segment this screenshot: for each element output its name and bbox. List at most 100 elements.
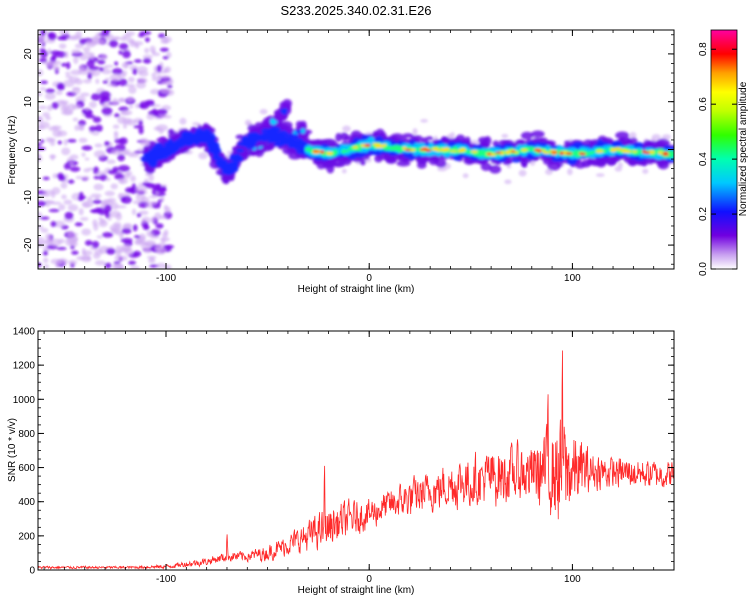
spectrogram-cell — [65, 71, 71, 76]
spectrogram-cell — [114, 113, 120, 118]
spectrogram-cell — [106, 83, 117, 87]
spectrogram-cell — [79, 64, 84, 71]
spectrogram-cell — [88, 66, 100, 71]
spectrogram-cell — [84, 107, 90, 112]
spectrogram-cell — [221, 170, 231, 175]
spectrogram-cell — [92, 199, 103, 204]
spectrogram-cell — [132, 224, 138, 232]
spectrogram-cell — [531, 130, 545, 138]
spectrogram-cell — [63, 139, 68, 146]
spectrogram-cell — [559, 151, 564, 155]
spectrogram-cell — [475, 149, 483, 155]
spectrogram-cell — [48, 208, 60, 213]
spectrogram-cell — [567, 168, 573, 176]
spectrogram-cell — [38, 142, 42, 147]
spectrogram-cell — [156, 262, 167, 269]
spectrogram-cell — [102, 80, 109, 84]
spectrogram-cell — [84, 157, 90, 161]
spectrogram-cell — [94, 143, 103, 148]
spectrogram-cell — [128, 151, 134, 158]
spectrogram-cell — [107, 197, 116, 203]
spectrogram-cell — [115, 266, 122, 269]
spectrogram-cell — [144, 37, 150, 43]
spectrogram-cell — [105, 177, 111, 182]
spectrogram-cell — [89, 68, 101, 77]
spectrogram-cell — [60, 182, 68, 189]
spectrogram-cell — [79, 54, 89, 61]
spectrogram-cell — [141, 196, 150, 203]
spectrogram-cell — [51, 102, 59, 110]
snr-y-tick-label: 600 — [18, 463, 35, 474]
spectrogram-cell — [595, 149, 604, 153]
spectrogram-cell — [550, 151, 558, 154]
spectrogram-cell — [391, 145, 397, 150]
snr-x-tick-label: -100 — [156, 574, 176, 585]
spectrogram-cell — [436, 152, 442, 157]
spectrogram-cell — [72, 117, 79, 122]
spectrogram-cell — [82, 202, 91, 208]
spectrogram-y-tick-label: -10 — [23, 190, 34, 205]
spectrogram-cell — [168, 128, 175, 135]
spectrogram-cell — [155, 246, 167, 255]
spectrogram-cell — [128, 260, 137, 265]
spectrogram-cell — [143, 152, 151, 157]
spectrogram-cell — [332, 163, 346, 168]
spectrogram-cell — [71, 87, 81, 91]
spectrogram-cell — [518, 169, 527, 177]
spectrogram-cell — [135, 185, 148, 193]
spectrogram-cell — [123, 172, 131, 179]
spectrogram-cell — [614, 147, 622, 151]
spectrogram-cell — [95, 124, 103, 132]
spectrogram-cell — [150, 88, 161, 95]
spectrogram-cell — [359, 159, 366, 166]
spectrogram-cell — [262, 145, 273, 152]
spectrogram-cell — [52, 173, 59, 179]
spectrogram-cell — [384, 146, 392, 150]
spectrogram-cell — [112, 166, 119, 172]
spectrogram-x-tick-label: 0 — [366, 273, 372, 284]
spectrogram-cell — [131, 208, 137, 216]
spectrogram-cell — [121, 62, 130, 69]
spectrogram-cell — [104, 190, 115, 197]
spectrogram-cell — [115, 249, 122, 257]
spectrogram-cell — [60, 62, 68, 67]
spectrogram-cell — [78, 197, 84, 202]
spectrogram-cell — [99, 67, 104, 72]
spectrogram-cell — [118, 43, 129, 50]
spectrogram-cell — [113, 36, 122, 41]
colorbar: 0.0 0.2 0.4 0.6 0.8 Normalized spectral ampl… — [698, 29, 749, 276]
spectrogram-cell — [67, 138, 77, 143]
spectrogram-cell — [275, 140, 287, 146]
spectrogram-cell — [162, 55, 169, 60]
spectrogram-cell — [87, 51, 93, 59]
colorbar-tick-label: 0.6 — [698, 97, 709, 111]
spectrogram-cell — [269, 118, 276, 125]
spectrogram-cell — [661, 134, 671, 140]
spectrogram-cell — [49, 50, 62, 55]
spectrogram-cell — [68, 161, 74, 165]
spectrogram-cell — [106, 159, 116, 164]
snr-y-tick-label: 800 — [18, 429, 35, 440]
spectrogram-cell — [94, 260, 106, 266]
spectrogram-cell — [39, 48, 46, 52]
spectrogram-cell — [179, 117, 187, 125]
spectrogram-cell — [134, 103, 140, 109]
spectrogram-cell — [156, 64, 162, 73]
spectrogram-cell — [43, 250, 48, 256]
spectrogram-cell — [38, 262, 42, 268]
spectrogram-cell — [357, 140, 367, 145]
snr-y-tick-label: 200 — [18, 531, 35, 542]
spectrogram-cell — [144, 222, 149, 229]
spectrogram-cell — [44, 92, 56, 100]
spectrogram-cell — [109, 210, 121, 218]
spectrogram-cell — [117, 150, 130, 155]
colorbar-gradient — [710, 29, 738, 270]
spectrogram-cell — [85, 39, 97, 48]
spectrogram-cell — [56, 172, 65, 180]
spectrogram-cell — [43, 189, 55, 196]
spectrogram-cell — [58, 204, 66, 211]
spectrogram-cell — [375, 128, 385, 137]
spectrogram-cell — [621, 149, 630, 153]
spectrogram-cell — [129, 104, 134, 109]
